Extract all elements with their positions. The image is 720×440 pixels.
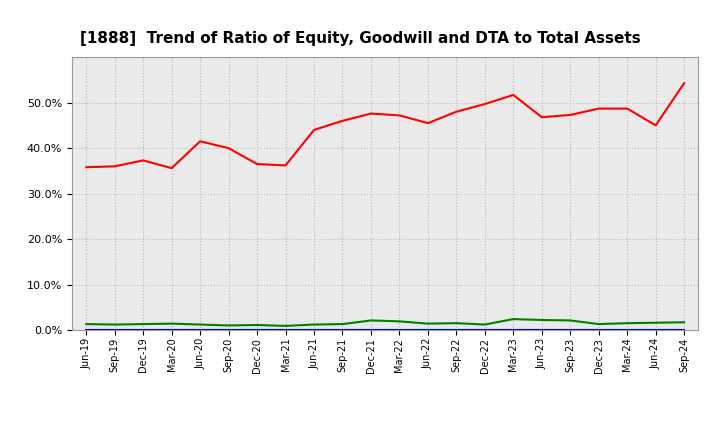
Goodwill xyxy=(282,327,290,333)
Deferred Tax Assets xyxy=(167,321,176,326)
Deferred Tax Assets xyxy=(395,319,404,324)
Equity xyxy=(566,112,575,117)
Goodwill xyxy=(196,327,204,333)
Equity xyxy=(509,92,518,98)
Deferred Tax Assets xyxy=(110,322,119,327)
Equity xyxy=(652,123,660,128)
Equity xyxy=(253,161,261,167)
Equity xyxy=(623,106,631,111)
Goodwill xyxy=(623,327,631,333)
Equity xyxy=(196,139,204,144)
Equity xyxy=(480,101,489,106)
Goodwill xyxy=(423,327,432,333)
Goodwill xyxy=(480,327,489,333)
Deferred Tax Assets xyxy=(623,320,631,326)
Goodwill xyxy=(139,327,148,333)
Deferred Tax Assets xyxy=(423,321,432,326)
Deferred Tax Assets xyxy=(282,323,290,329)
Equity xyxy=(310,127,318,132)
Goodwill xyxy=(167,327,176,333)
Deferred Tax Assets xyxy=(338,322,347,327)
Equity xyxy=(110,164,119,169)
Equity xyxy=(680,81,688,86)
Line: Equity: Equity xyxy=(86,83,684,168)
Deferred Tax Assets xyxy=(366,318,375,323)
Deferred Tax Assets xyxy=(537,317,546,323)
Goodwill xyxy=(253,327,261,333)
Deferred Tax Assets xyxy=(310,322,318,327)
Goodwill xyxy=(395,327,404,333)
Goodwill xyxy=(595,327,603,333)
Deferred Tax Assets xyxy=(225,323,233,328)
Equity xyxy=(537,114,546,120)
Goodwill xyxy=(680,327,688,333)
Deferred Tax Assets xyxy=(509,316,518,322)
Equity xyxy=(225,146,233,151)
Deferred Tax Assets xyxy=(253,323,261,328)
Goodwill xyxy=(310,327,318,333)
Deferred Tax Assets xyxy=(680,319,688,325)
Goodwill xyxy=(82,327,91,333)
Goodwill xyxy=(452,327,461,333)
Equity xyxy=(423,121,432,126)
Goodwill xyxy=(509,327,518,333)
Deferred Tax Assets xyxy=(452,320,461,326)
Equity xyxy=(282,163,290,168)
Deferred Tax Assets xyxy=(480,322,489,327)
Equity xyxy=(366,111,375,116)
Goodwill xyxy=(225,327,233,333)
Goodwill xyxy=(366,327,375,333)
Deferred Tax Assets xyxy=(652,320,660,325)
Deferred Tax Assets xyxy=(595,322,603,327)
Equity xyxy=(452,109,461,114)
Deferred Tax Assets xyxy=(566,318,575,323)
Deferred Tax Assets xyxy=(82,322,91,327)
Equity xyxy=(82,165,91,170)
Equity xyxy=(395,113,404,118)
Equity xyxy=(595,106,603,111)
Goodwill xyxy=(537,327,546,333)
Goodwill xyxy=(652,327,660,333)
Line: Deferred Tax Assets: Deferred Tax Assets xyxy=(86,319,684,326)
Deferred Tax Assets xyxy=(139,322,148,327)
Equity xyxy=(338,118,347,124)
Equity xyxy=(139,158,148,163)
Equity xyxy=(167,165,176,171)
Goodwill xyxy=(110,327,119,333)
Goodwill xyxy=(338,327,347,333)
Goodwill xyxy=(566,327,575,333)
Deferred Tax Assets xyxy=(196,322,204,327)
Text: [1888]  Trend of Ratio of Equity, Goodwill and DTA to Total Assets: [1888] Trend of Ratio of Equity, Goodwil… xyxy=(80,31,640,46)
